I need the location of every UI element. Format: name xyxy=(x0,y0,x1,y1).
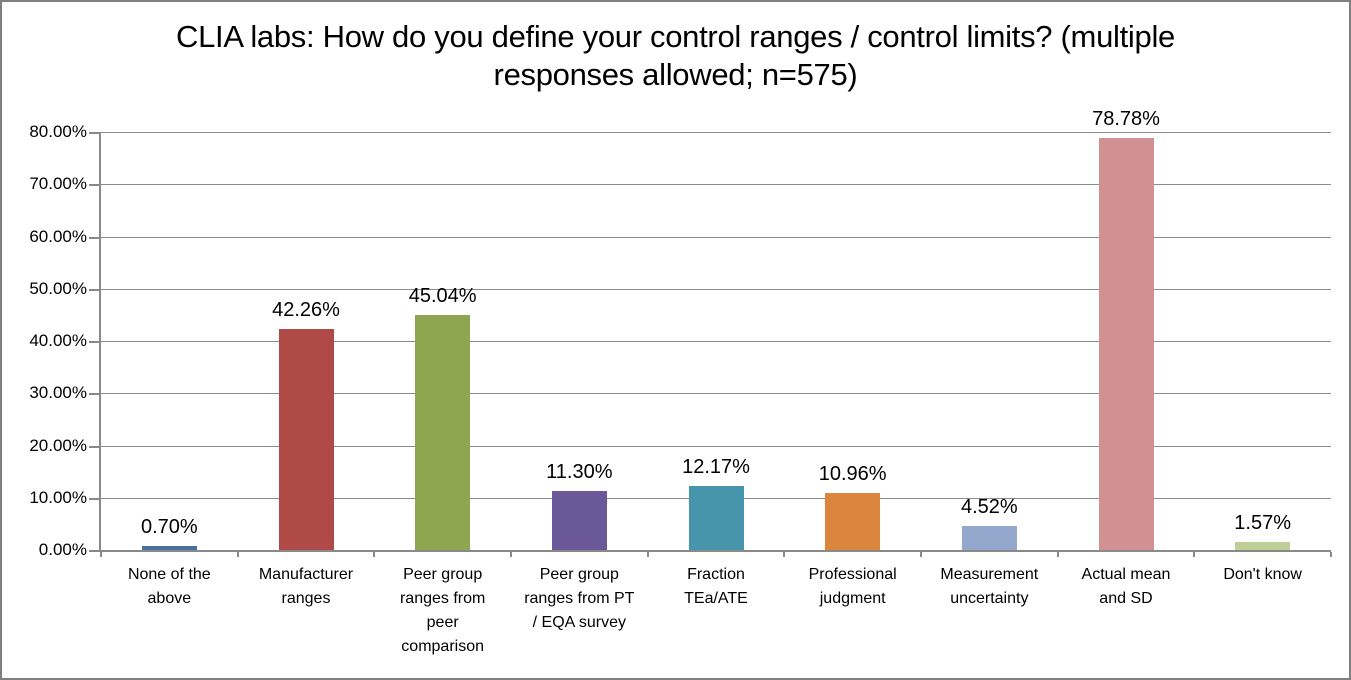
gridline xyxy=(101,393,1331,395)
bar xyxy=(551,490,607,550)
category-label-text: Measurement uncertainty xyxy=(940,566,1039,607)
x-axis-tick xyxy=(510,552,512,557)
y-axis-label: 20.00% xyxy=(29,435,87,455)
y-axis-tick xyxy=(89,236,99,239)
y-axis-label: 30.00% xyxy=(29,383,87,403)
y-axis-tick xyxy=(89,550,99,552)
y-axis-label: 0.00% xyxy=(38,540,87,559)
category-label: Actual mean and SD xyxy=(1058,563,1195,611)
y-axis-label: 60.00% xyxy=(29,226,87,246)
category-label-text: Don't know xyxy=(1223,566,1302,583)
category-label: None of the above xyxy=(101,563,238,611)
category-label: Measurement uncertainty xyxy=(921,563,1058,611)
y-axis-tick xyxy=(89,341,99,343)
x-axis-tick xyxy=(1193,552,1196,557)
category-label: Don't know xyxy=(1194,563,1331,587)
x-axis-tick xyxy=(646,552,649,557)
bar-value-label: 11.30% xyxy=(546,460,613,483)
bar-value-label: 45.04% xyxy=(408,284,477,307)
bar xyxy=(1098,138,1154,550)
bar-value-label: 10.96% xyxy=(818,462,887,485)
gridline xyxy=(101,236,1331,238)
bar xyxy=(825,492,881,550)
category-label: Peer group ranges from PT / EQA survey xyxy=(511,563,648,635)
plot-area: 80.00% 70.00% 60.00% 50.00% 40.00% 30.00% 20.0… xyxy=(29,108,1332,655)
y-axis-label: 80.00% xyxy=(29,122,87,141)
bar-value-label: 0.70% xyxy=(140,516,198,539)
x-axis-tick xyxy=(236,552,239,557)
category-label: Fraction TEa/ATE xyxy=(648,563,785,611)
category-label: Manufacturer ranges xyxy=(238,563,375,611)
category-label-text: Manufacturer ranges xyxy=(258,566,354,607)
y-axis-label: 50.00% xyxy=(29,278,87,298)
gridline xyxy=(101,184,1331,186)
gridline xyxy=(101,288,1331,290)
x-axis-tick xyxy=(373,552,376,557)
chart-title: CLIA labs: How do you define your contro… xyxy=(176,19,1175,92)
bar xyxy=(688,486,744,550)
y-axis-tick xyxy=(89,132,99,134)
bar xyxy=(961,526,1017,550)
category-label-text: Peer group ranges from peer comparison xyxy=(399,566,486,655)
x-axis-tick xyxy=(920,552,922,557)
bar xyxy=(415,314,471,550)
y-axis-tick xyxy=(89,288,99,291)
category-label-text: Peer group ranges from PT / EQA survey xyxy=(524,566,635,631)
category-label: Professional judgment xyxy=(784,563,921,611)
y-axis-label: 70.00% xyxy=(29,174,87,194)
gridline xyxy=(101,445,1331,447)
y-axis-tick xyxy=(89,445,99,448)
category-label-text: Fraction TEa/ATE xyxy=(684,566,748,607)
bar-value-label: 4.52% xyxy=(960,496,1018,519)
bar-value-label: 12.17% xyxy=(682,456,750,479)
gridline xyxy=(101,132,1331,133)
bar xyxy=(1235,541,1291,550)
category-label-text: Actual mean and SD xyxy=(1081,566,1171,607)
bar xyxy=(278,329,334,550)
bar-value-label: 42.26% xyxy=(272,299,340,322)
bar xyxy=(141,546,197,550)
x-axis-tick xyxy=(1330,552,1332,557)
y-axis-label: 40.00% xyxy=(29,331,87,350)
bar-value-label: 1.57% xyxy=(1234,511,1292,534)
x-axis-tick xyxy=(100,552,102,557)
x-axis-tick xyxy=(1056,552,1059,557)
gridline xyxy=(101,341,1331,342)
category-label-text: Professional judgment xyxy=(808,566,897,607)
y-axis-tick xyxy=(89,497,99,500)
y-axis-label: 10.00% xyxy=(29,487,87,507)
category-label: Peer group ranges from peer comparison xyxy=(374,563,511,659)
category-label-text: None of the above xyxy=(127,566,211,607)
y-axis-tick xyxy=(89,184,99,187)
y-axis-tick xyxy=(89,393,99,396)
x-axis-tick xyxy=(783,552,786,557)
bar-value-label: 78.78% xyxy=(1092,108,1160,131)
